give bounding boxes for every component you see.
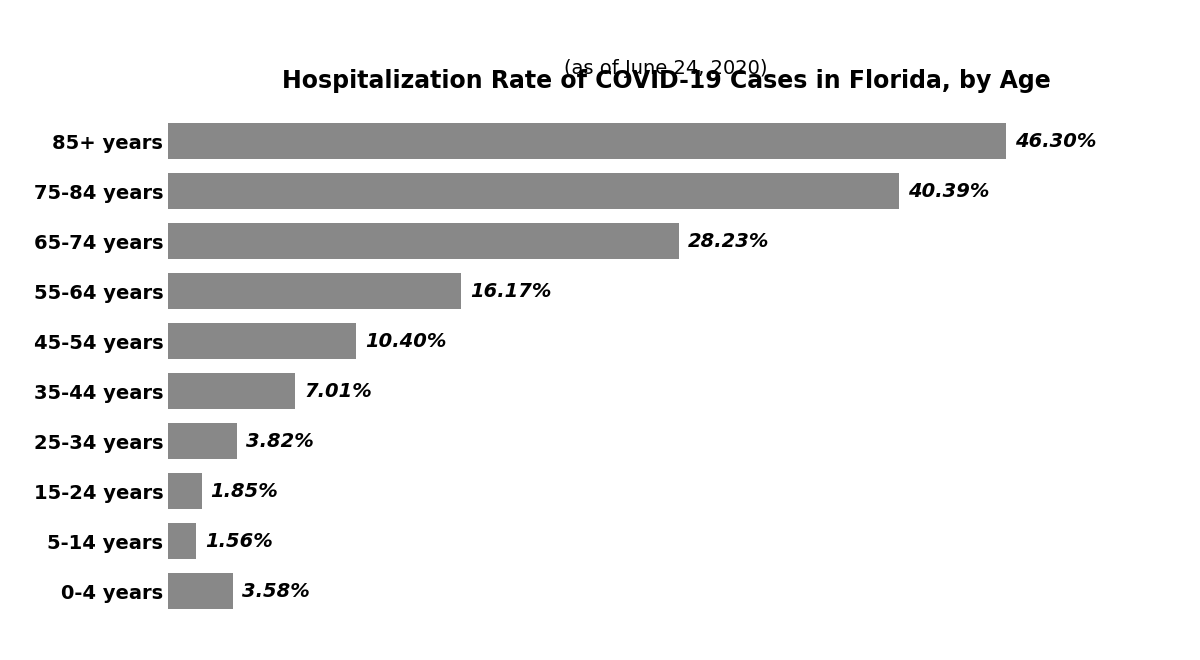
Bar xyxy=(168,423,238,459)
Text: 3.82%: 3.82% xyxy=(246,432,314,451)
Text: 10.40%: 10.40% xyxy=(365,332,446,351)
Text: 16.17%: 16.17% xyxy=(470,282,551,301)
Bar xyxy=(168,374,295,409)
Bar xyxy=(168,223,679,259)
Text: (as of June 24, 2020): (as of June 24, 2020) xyxy=(564,59,768,78)
Bar xyxy=(168,123,1007,159)
Bar xyxy=(168,473,202,510)
Text: 7.01%: 7.01% xyxy=(304,381,372,401)
Bar xyxy=(168,574,233,609)
Text: 3.58%: 3.58% xyxy=(242,582,310,601)
Bar xyxy=(168,273,461,310)
Text: 1.56%: 1.56% xyxy=(205,532,274,551)
Text: 28.23%: 28.23% xyxy=(689,232,769,251)
Bar xyxy=(168,323,356,359)
Text: 1.85%: 1.85% xyxy=(210,482,278,501)
Text: 40.39%: 40.39% xyxy=(908,182,990,201)
Title: Hospitalization Rate of COVID-19 Cases in Florida, by Age: Hospitalization Rate of COVID-19 Cases i… xyxy=(282,69,1050,93)
Text: 46.30%: 46.30% xyxy=(1015,132,1097,150)
Bar xyxy=(168,174,900,209)
Bar xyxy=(168,523,197,559)
